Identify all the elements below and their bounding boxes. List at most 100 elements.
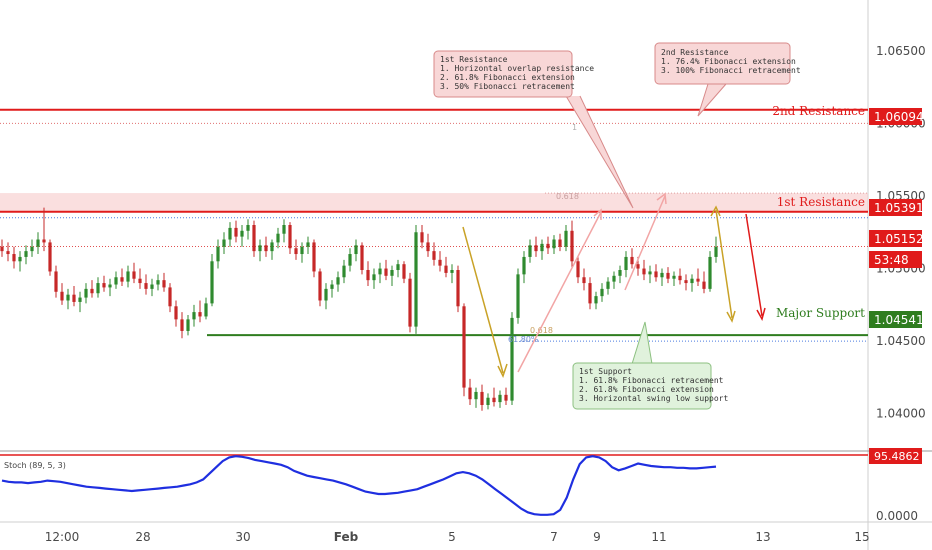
- first-resistance-note-line3: 3. 50% Fibonacci retracement: [440, 82, 575, 91]
- price-tag-current-bg: [869, 230, 922, 247]
- price-tag-first-resistance: 1.05391: [869, 199, 924, 216]
- candle-body: [606, 281, 610, 289]
- candle-body: [84, 288, 88, 298]
- candle-body: [600, 288, 604, 297]
- candle-body: [336, 277, 340, 285]
- candle-body: [48, 242, 52, 272]
- candle-body: [378, 268, 382, 275]
- candle-body: [174, 306, 178, 320]
- candle-body: [432, 251, 436, 260]
- candle-body: [354, 245, 358, 255]
- price-tag-first-resistance-text: 1.05391: [874, 201, 924, 215]
- candle-body: [456, 270, 460, 307]
- candle-body: [18, 256, 22, 262]
- candle-body: [486, 397, 490, 405]
- candle-body: [708, 256, 712, 289]
- stoch-label: Stoch (89, 5, 3): [4, 461, 66, 470]
- candle-body: [702, 281, 706, 289]
- candle-body: [480, 391, 484, 405]
- first-support-note-pointer: [631, 321, 653, 365]
- time-tick-label: Feb: [334, 530, 359, 544]
- candle-body: [408, 278, 412, 327]
- candle-body: [672, 275, 676, 279]
- candle-body: [228, 227, 232, 240]
- candle-body: [78, 297, 82, 302]
- candle-body: [180, 319, 184, 331]
- price-tag-current: 1.05152 53:48: [869, 230, 924, 268]
- candle-body: [438, 259, 442, 266]
- candle-body: [474, 391, 478, 400]
- candle-body: [168, 287, 172, 307]
- price-tag-second-resistance-bg: [869, 108, 922, 125]
- price-tick-label: 1.04000: [876, 407, 926, 421]
- second-resistance-note[interactable]: 2nd Resistance 1. 76.4% Fibonacci extens…: [654, 42, 801, 117]
- first-resistance-note-title: 1st Resistance: [440, 55, 508, 64]
- candle-body: [96, 283, 100, 294]
- pink-wave-arrow-up: [624, 195, 666, 291]
- price-tag-major-support-bg: [869, 311, 922, 328]
- first-resistance-note-box: [433, 50, 573, 98]
- time-tick-label: 11: [651, 530, 666, 544]
- first-support-note-line3: 3. Horizontal swing low support: [579, 394, 728, 403]
- projection-arrows: [462, 192, 766, 378]
- candle-body: [300, 246, 304, 255]
- candle-body: [384, 268, 388, 276]
- candle-body: [54, 271, 58, 292]
- first-support-note[interactable]: 1st Support 1. 61.8% Fibonacci retraceme…: [572, 321, 728, 410]
- candle-body: [6, 251, 10, 255]
- price-tag-second-resistance-text: 1.06094: [874, 110, 924, 124]
- candle-body: [552, 239, 556, 249]
- fib-label-0618-upper: 0.618: [556, 192, 579, 201]
- second-resistance-note-line1: 1. 76.4% Fibonacci extension: [661, 57, 796, 66]
- candle-body: [330, 284, 334, 289]
- candle-body: [348, 254, 352, 266]
- arrowhead-pink-up-2: [656, 192, 667, 205]
- gold-wave-arrow-up: [517, 211, 602, 373]
- candle-body: [660, 272, 664, 278]
- candle-body: [24, 251, 28, 257]
- candle-body: [414, 232, 418, 327]
- candle-body: [516, 274, 520, 318]
- candle-body: [240, 230, 244, 237]
- time-tick-label: 7: [550, 530, 558, 544]
- candle-body: [36, 239, 40, 247]
- first-support-note-box: [572, 362, 712, 410]
- price-tag-second-resistance: 1.06094: [869, 108, 924, 125]
- price-tag-first-resistance-bg: [869, 199, 922, 216]
- first-resistance-note[interactable]: 1st Resistance 1. Horizontal overlap res…: [433, 50, 634, 209]
- candle-body: [102, 283, 106, 288]
- candle-body: [420, 232, 424, 243]
- candle-body: [126, 271, 130, 282]
- candle-body: [624, 256, 628, 270]
- candle-body: [282, 225, 286, 234]
- candle-body: [714, 246, 718, 257]
- candle-body: [306, 242, 310, 247]
- time-tick-label: 12:00: [45, 530, 80, 544]
- candle-body: [60, 291, 64, 301]
- candle-body: [402, 264, 406, 279]
- candle-body: [648, 271, 652, 275]
- first-support-note-line2: 2. 61.8% Fibonacci extension: [579, 385, 714, 394]
- countdown-tag-text: 53:48: [874, 253, 909, 267]
- candle-body: [666, 272, 670, 279]
- arrowhead-pink-up-1: [593, 208, 602, 220]
- candle-body: [342, 265, 346, 278]
- arrowhead-gold-down: [497, 363, 508, 378]
- price-tick-label: 1.04500: [876, 334, 926, 348]
- first-support-note-title: 1st Support: [579, 367, 632, 376]
- candle-body: [198, 312, 202, 317]
- candle-body: [678, 275, 682, 281]
- candle-body: [588, 283, 592, 304]
- fib-label-6180-percent: 61.80%: [508, 335, 539, 344]
- candle-body: [150, 284, 154, 289]
- candle-body: [372, 274, 376, 281]
- candle-body: [12, 254, 16, 262]
- major-support-label: Major Support: [776, 306, 865, 320]
- candle-body: [366, 270, 370, 281]
- first-resistance-note-pointer: [565, 95, 634, 209]
- candle-body: [114, 277, 118, 285]
- first-resistance-note-line2: 2. 61.8% Fibonacci extension: [440, 73, 575, 82]
- candle-body: [222, 239, 226, 247]
- candle-body: [294, 248, 298, 255]
